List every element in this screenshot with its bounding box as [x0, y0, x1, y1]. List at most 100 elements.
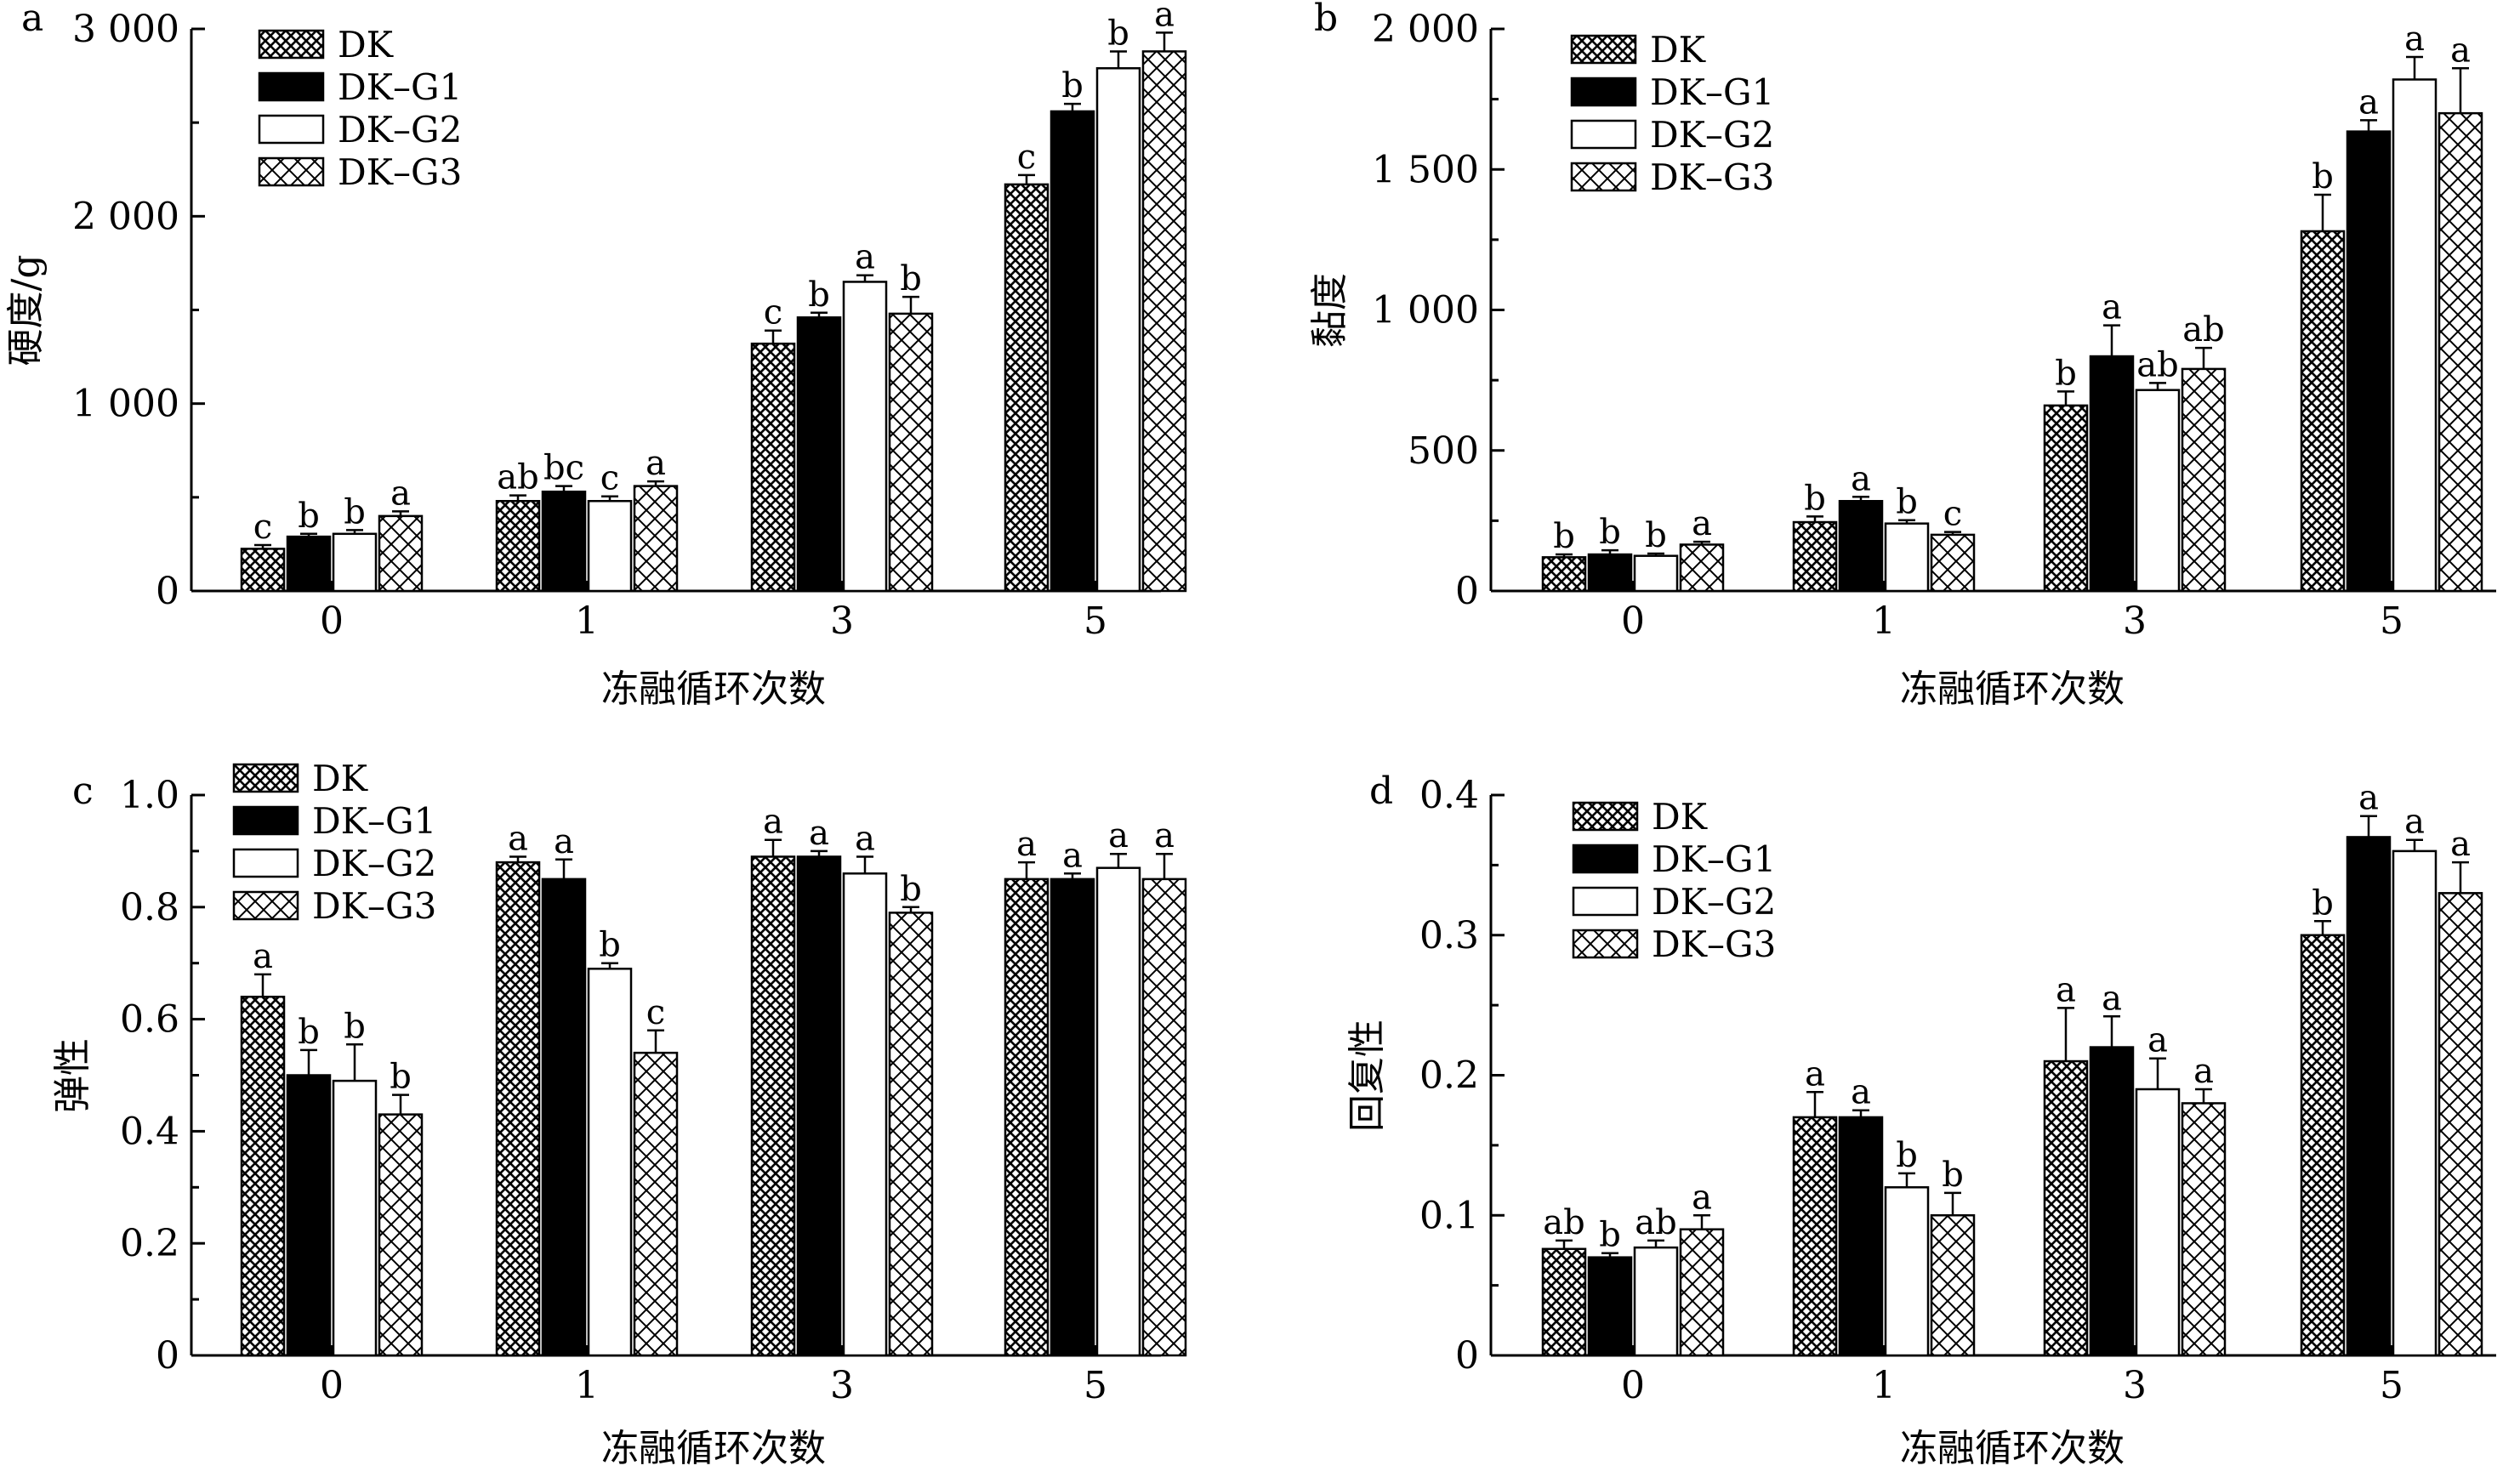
legend-swatch [232, 848, 299, 878]
significance-letter: b [298, 1013, 320, 1052]
legend-label: DK–G1 [338, 66, 462, 108]
significance-letter: a [1805, 1054, 1825, 1094]
legend-label: DK–G2 [338, 109, 462, 151]
legend-swatch [1570, 34, 1637, 65]
legend-swatch [232, 805, 299, 836]
significance-letter: b [808, 276, 830, 315]
significance-letter: b [2312, 883, 2334, 923]
y-axis-label: 弹性 [51, 1038, 94, 1113]
bar [286, 1074, 332, 1357]
legend-label: DK–G2 [1650, 114, 1774, 156]
bar [750, 342, 796, 593]
x-tick-label: 5 [2380, 1364, 2403, 1407]
significance-letter: a [1062, 836, 1083, 875]
significance-letter: a [2102, 979, 2122, 1018]
significance-letter: a [1108, 816, 1129, 855]
significance-letter: a [1154, 816, 1175, 855]
significance-letter: b [1061, 66, 1084, 105]
significance-letter: a [2102, 288, 2122, 327]
y-tick-label: 0 [156, 1334, 179, 1378]
significance-letter: a [1851, 459, 1871, 498]
significance-letter: a [1154, 0, 1175, 34]
x-tick-label: 1 [1872, 599, 1896, 643]
significance-letter: a [1692, 504, 1712, 543]
bar [842, 872, 888, 1357]
bar [2438, 111, 2483, 593]
significance-letter: ab [1543, 1203, 1584, 1242]
significance-letter: b [1553, 517, 1575, 556]
significance-letter: b [599, 926, 621, 965]
significance-letter: a [855, 238, 875, 277]
bar [1930, 1214, 1976, 1357]
x-tick-label: 0 [320, 1364, 344, 1407]
y-axis-label: 黏度 [1308, 273, 1351, 348]
x-axis-label: 冻融循环次数 [1900, 667, 2125, 711]
bar [1095, 67, 1141, 593]
significance-letter: a [809, 814, 829, 853]
bar [1587, 1256, 1633, 1357]
bar [2043, 404, 2089, 593]
significance-letter: ab [497, 458, 538, 497]
significance-letter: b [1599, 1216, 1621, 1255]
panel-label: c [72, 770, 94, 813]
bar [332, 532, 378, 593]
significance-letter: b [1645, 516, 1667, 555]
bar [286, 535, 332, 593]
legend-label: DK–G1 [1650, 71, 1774, 113]
bar [1541, 1247, 1587, 1357]
bar [750, 855, 796, 1357]
legend-swatch [1572, 886, 1639, 917]
legend-swatch [1570, 119, 1637, 150]
significance-letter: b [2055, 354, 2077, 393]
bar [842, 281, 888, 593]
x-tick-label: 0 [320, 599, 344, 643]
x-tick-label: 1 [575, 1364, 599, 1407]
bar [2438, 892, 2483, 1357]
y-tick-label: 2 000 [1372, 8, 1479, 51]
significance-letter: b [900, 259, 922, 298]
significance-letter: a [508, 819, 528, 858]
y-tick-label: 0.8 [120, 886, 179, 929]
legend-swatch [1570, 162, 1637, 192]
y-axis-label: 硬度/g [4, 255, 48, 366]
significance-letter: b [1804, 479, 1826, 518]
significance-letter: b [1896, 483, 1918, 522]
bar [1587, 553, 1633, 593]
y-axis-label: 回复性 [1345, 1020, 1389, 1132]
significance-letter: b [1896, 1136, 1918, 1175]
x-axis-label: 冻融循环次数 [601, 667, 826, 711]
legend-swatch [1572, 801, 1639, 832]
legend-swatch [1572, 844, 1639, 874]
bar [1004, 878, 1050, 1357]
bar [2135, 1088, 2181, 1357]
y-tick-label: 500 [1408, 429, 1479, 473]
bar [2089, 355, 2135, 593]
significance-letter: b [1942, 1156, 1964, 1195]
bar [1141, 50, 1187, 593]
significance-letter: c [1017, 138, 1036, 177]
legend-label: DK [338, 24, 395, 65]
y-tick-label: 0.2 [120, 1222, 179, 1265]
y-tick-label: 1 500 [1372, 148, 1479, 191]
bar [240, 548, 286, 593]
bar [796, 316, 842, 593]
significance-letter: c [253, 508, 272, 547]
bar [2089, 1046, 2135, 1357]
significance-letter: a [390, 474, 411, 513]
y-tick-label: 1.0 [120, 774, 179, 817]
bar [1050, 110, 1095, 593]
significance-letter: a [646, 444, 666, 483]
y-tick-label: 1 000 [1372, 289, 1479, 332]
legend-swatch [258, 29, 325, 60]
x-tick-label: 0 [1621, 1364, 1645, 1407]
significance-letter: b [2312, 157, 2334, 196]
y-tick-label: 0 [1455, 570, 1479, 613]
significance-letter: a [2450, 825, 2471, 864]
significance-letter: a [2358, 82, 2379, 122]
legend-swatch [1572, 929, 1639, 959]
x-axis-label: 冻融循环次数 [1900, 1427, 2125, 1470]
x-tick-label: 5 [1084, 599, 1107, 643]
bar [2346, 130, 2392, 593]
